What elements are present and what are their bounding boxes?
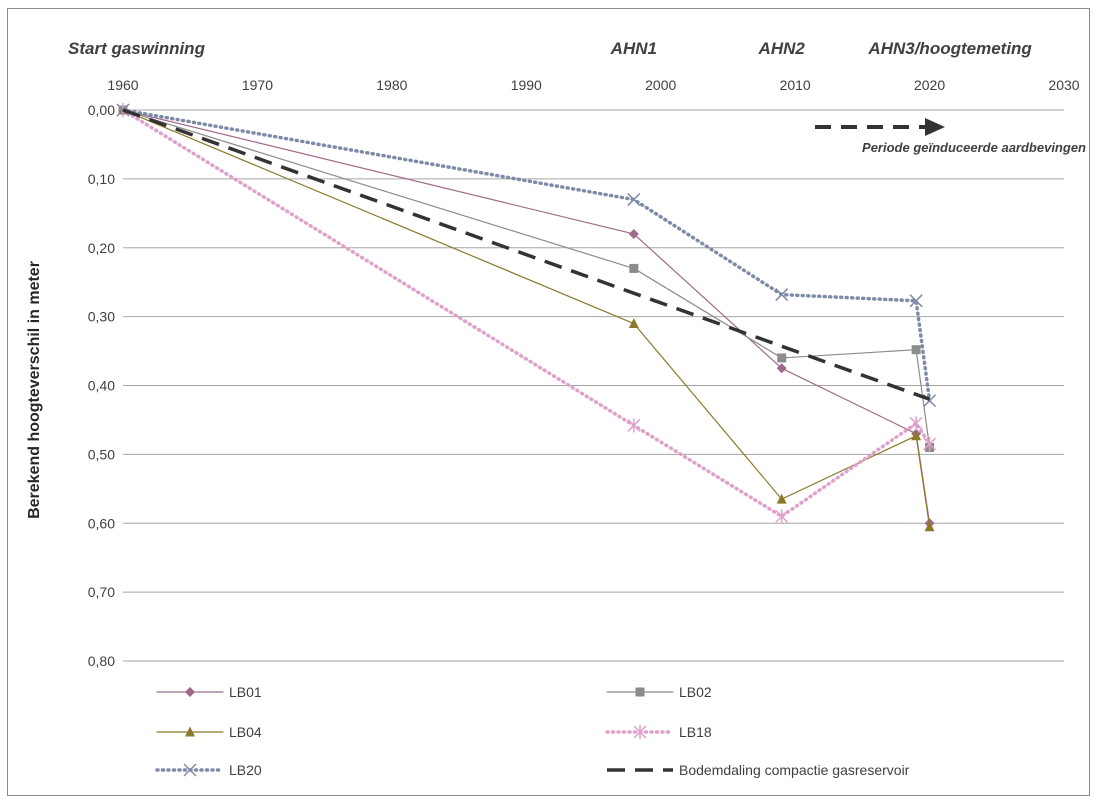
legend-marker xyxy=(635,687,645,697)
data-point-lb01 xyxy=(628,228,639,239)
x-tick-label: 1990 xyxy=(511,77,542,93)
legend-label: Bodemdaling compactie gasreservoir xyxy=(679,762,910,778)
legend-label: LB04 xyxy=(229,724,262,740)
series-line-bodemdaling-compactie-gasreservoir xyxy=(122,108,931,401)
legend-item-bodemdaling-compactie-gasreservoir: Bodemdaling compactie gasreservoir xyxy=(607,762,910,778)
series-lb20 xyxy=(116,103,937,408)
legend-item-lb18: LB18 xyxy=(605,724,712,740)
data-point-lb20 xyxy=(775,288,789,302)
data-point-lb20 xyxy=(627,193,641,207)
data-point-lb20 xyxy=(909,294,923,308)
legend-item-lb20: LB20 xyxy=(155,762,262,778)
x-tick-label: 2010 xyxy=(780,77,811,93)
data-point-lb04 xyxy=(776,493,787,504)
legend-marker xyxy=(185,687,195,697)
period-label: Periode geïnduceerde aardbevingen xyxy=(862,140,1086,155)
y-tick-label: 0,50 xyxy=(88,446,115,462)
data-point-lb02 xyxy=(777,353,787,363)
legend-label: LB02 xyxy=(679,684,712,700)
legend-label: LB18 xyxy=(679,724,712,740)
data-point-lb01 xyxy=(776,363,787,374)
y-tick-label: 0,70 xyxy=(88,584,115,600)
annotation-start-gaswinning: Start gaswinning xyxy=(68,39,206,58)
data-point-lb18 xyxy=(923,437,937,452)
annotations: Start gaswinning AHN1 AHN2 AHN3/hoogtemetin… xyxy=(68,39,1032,58)
legend-marker xyxy=(185,726,195,737)
x-axis-ticks: 1960 1970 1980 1990 2000 2010 2020 2030 xyxy=(107,77,1079,93)
data-point-lb18 xyxy=(627,418,641,433)
legend-item-lb02: LB02 xyxy=(606,684,712,700)
series-line-lb04 xyxy=(122,109,931,528)
y-tick-label: 0,80 xyxy=(88,653,115,669)
chart-frame xyxy=(7,8,1090,796)
data-point-lb02 xyxy=(629,263,639,273)
x-tick-label: 2030 xyxy=(1048,77,1079,93)
legend-item-lb04: LB04 xyxy=(156,724,262,740)
y-tick-label: 0,60 xyxy=(88,515,115,531)
y-tick-label: 0,40 xyxy=(88,378,115,394)
series-group xyxy=(116,103,937,532)
series-line-lb18 xyxy=(121,108,932,519)
legend-label: LB01 xyxy=(229,684,262,700)
y-axis-title: Berekend hoogteverschil in meter xyxy=(26,261,43,519)
legend-marker xyxy=(183,763,197,777)
annotation-ahn2: AHN2 xyxy=(758,39,806,58)
x-tick-label: 1960 xyxy=(107,77,138,93)
y-axis-ticks: 0,00 0,10 0,20 0,30 0,40 0,50 0,60 0,70 0,80 xyxy=(88,102,115,669)
data-point-lb18 xyxy=(775,509,789,524)
legend-marker xyxy=(633,725,647,739)
data-point-lb18 xyxy=(909,416,923,431)
data-point-lb04 xyxy=(911,430,922,441)
series-bodemdaling-compactie-gasreservoir xyxy=(122,108,931,401)
legend: LB01 LB02 LB04 LB18 LB20 Bodemdaling compacti… xyxy=(155,684,910,778)
annotation-ahn3-hoogtemeting: AHN3/hoogtemeting xyxy=(867,39,1032,58)
x-tick-label: 2020 xyxy=(914,77,945,93)
legend-item-lb01: LB01 xyxy=(156,684,262,700)
legend-label: LB20 xyxy=(229,762,262,778)
data-point-lb04 xyxy=(628,318,639,329)
y-tick-label: 0,10 xyxy=(88,171,115,187)
y-tick-label: 0,30 xyxy=(88,309,115,325)
data-point-lb02 xyxy=(911,345,921,355)
series-lb04 xyxy=(118,104,935,532)
series-lb18 xyxy=(116,103,937,524)
annotation-ahn1: AHN1 xyxy=(610,39,657,58)
x-tick-label: 1980 xyxy=(376,77,407,93)
grid-lines xyxy=(123,109,1064,662)
x-tick-label: 1970 xyxy=(242,77,273,93)
data-point-lb04 xyxy=(924,521,935,532)
x-tick-label: 2000 xyxy=(645,77,676,93)
period-arrow-group: Periode geïnduceerde aardbevingen xyxy=(815,118,1086,155)
period-arrow-head xyxy=(925,118,945,136)
y-tick-label: 0,00 xyxy=(88,102,115,118)
y-tick-label: 0,20 xyxy=(88,240,115,256)
